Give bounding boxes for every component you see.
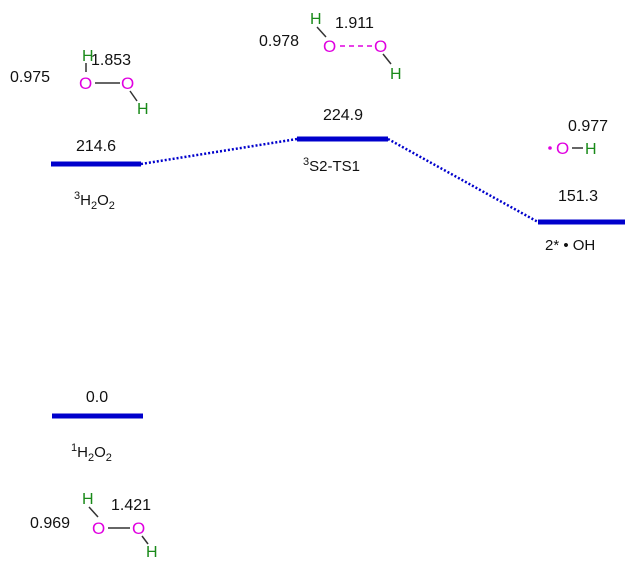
species-label-3s2ts1: 3S2-TS1: [303, 156, 360, 175]
hydrogen-atom: H: [137, 101, 149, 118]
oo-bond-length: 1.421: [111, 497, 151, 514]
oh-bond: [382, 53, 392, 65]
oxygen-atom: O: [323, 37, 336, 56]
hydrogen-atom: H: [585, 141, 597, 158]
oxygen-atom: O: [132, 519, 145, 538]
oxygen-atom: O: [92, 519, 105, 538]
oh-bond-length: 0.978: [259, 33, 299, 50]
oh-bond-length: 0.977: [568, 118, 608, 135]
structure-oh-radical: 0.977 O H: [548, 118, 608, 158]
oh-bond-length: 0.969: [30, 515, 70, 532]
connector-3h2o2-to-ts1: [140, 137, 298, 166]
structure-triplet-h2o2: 0.975 1.853 H O O H: [10, 48, 149, 118]
structure-ts1: 0.978 1.911 H O O H: [259, 11, 402, 83]
species-label-3h2o2: 3H2O2: [74, 190, 115, 212]
oxygen-atom: O: [121, 74, 134, 93]
oxygen-atom: O: [556, 139, 569, 158]
oo-bond-length: 1.911: [335, 15, 374, 32]
oh-bond: [88, 506, 99, 518]
oh-bond-length: 0.975: [10, 69, 50, 86]
oxygen-atom: O: [374, 37, 387, 56]
structure-singlet-h2o2: 0.969 1.421 H O O H: [30, 491, 158, 561]
hydrogen-atom: H: [310, 11, 322, 28]
hydrogen-atom: H: [82, 491, 94, 508]
oh-bond: [316, 26, 327, 38]
radical-dot: [548, 146, 552, 150]
species-label-2oh: 2* • OH: [545, 237, 595, 254]
connector-ts1-to-2oh: [387, 137, 539, 224]
oo-bond-length: 1.853: [91, 52, 131, 69]
energy-value-2oh: 151.3: [558, 188, 598, 205]
energy-value-3h2o2: 214.6: [76, 138, 116, 155]
species-label-1h2o2: 1H2O2: [71, 442, 112, 464]
hydrogen-atom: H: [146, 544, 158, 560]
oh-bond: [129, 90, 138, 102]
hydrogen-atom: H: [82, 48, 94, 65]
oxygen-atom: O: [79, 74, 92, 93]
hydrogen-atom: H: [390, 66, 402, 83]
energy-value-1h2o2: 0.0: [86, 389, 108, 406]
oh-bond: [141, 535, 149, 545]
energy-value-3s2ts1: 224.9: [323, 107, 363, 124]
